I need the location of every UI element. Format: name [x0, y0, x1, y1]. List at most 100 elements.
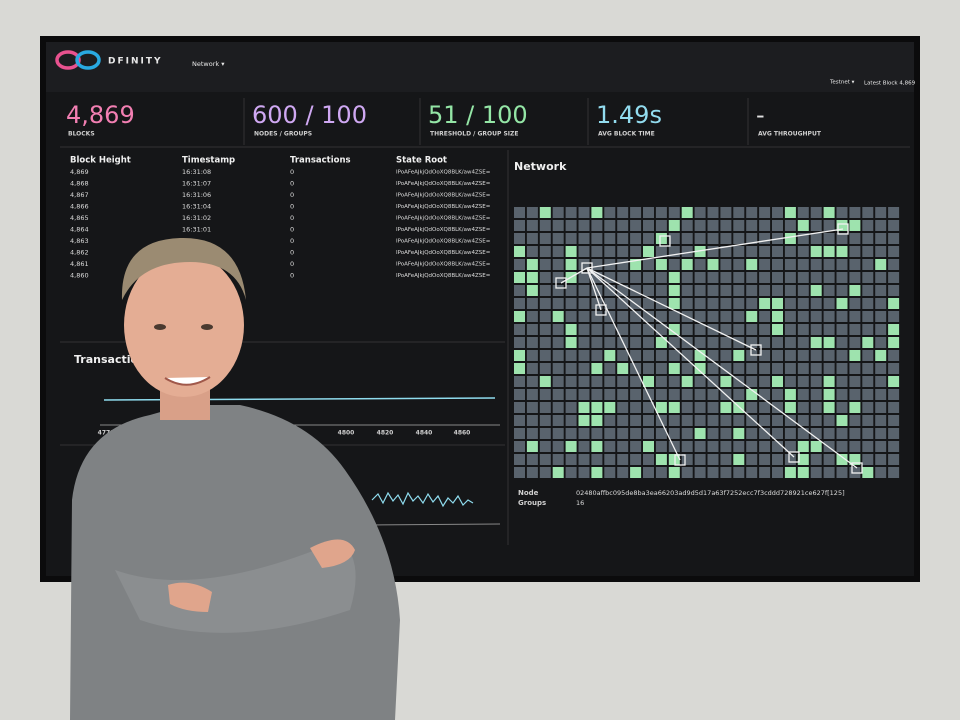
node-cell [797, 363, 809, 374]
node-cell [681, 298, 693, 309]
groups-label: Groups [518, 499, 546, 507]
node-cell [694, 415, 706, 426]
shirt [70, 405, 400, 720]
stat-value: 600 / 100 [252, 101, 367, 129]
node-cell [514, 207, 525, 218]
tick-label: 4770 [98, 430, 115, 437]
node-cell [759, 324, 771, 335]
node-cell [759, 402, 771, 413]
table-cell: 16:31:08 [182, 168, 211, 176]
node-cell [630, 207, 642, 218]
node-cell [759, 376, 771, 387]
link [586, 267, 795, 458]
node-cell [733, 337, 745, 348]
node-cell [643, 233, 654, 244]
node-cell [565, 467, 577, 478]
node-cell [694, 428, 706, 439]
node-cell [514, 233, 525, 244]
node-cell [746, 454, 758, 465]
node-cell [797, 402, 809, 413]
node-cell [784, 259, 796, 270]
node-cell [720, 311, 732, 322]
node-cell [823, 350, 835, 361]
node-cell [797, 324, 809, 335]
node-cell [681, 272, 693, 283]
node-cell [707, 337, 719, 348]
tick-label: 4860 [454, 430, 471, 437]
node-cell [681, 467, 693, 478]
node-cell [875, 220, 887, 231]
menu[interactable]: Network ▾ [192, 60, 225, 68]
node-cell [772, 402, 783, 413]
table-cell: 4,866 [70, 203, 89, 211]
node [581, 262, 593, 274]
node-cell [720, 285, 732, 296]
logo-right [75, 50, 101, 70]
node-cell [797, 376, 809, 387]
node-cell [797, 298, 809, 309]
node-cell [578, 415, 590, 426]
node-cell [617, 467, 629, 478]
node-cell [862, 350, 874, 361]
node-cell [849, 337, 861, 348]
node-cell [888, 376, 900, 387]
node-cell [733, 207, 745, 218]
node-cell [823, 337, 835, 348]
network-select[interactable]: Testnet ▾ [829, 80, 855, 86]
node-cell [759, 363, 771, 374]
node-cell [655, 324, 667, 335]
node-cell [604, 298, 616, 309]
node-cell [526, 298, 538, 309]
node-cell [604, 389, 616, 400]
node-cell [733, 402, 745, 413]
node-cell [862, 454, 874, 465]
node-cell [643, 402, 654, 413]
node-cell [526, 454, 538, 465]
link [586, 228, 844, 269]
node-cell [617, 376, 629, 387]
node-cell [746, 428, 758, 439]
node-cell [617, 454, 629, 465]
node-cell [617, 233, 629, 244]
node-cell [643, 311, 654, 322]
node-cell [823, 233, 835, 244]
node-cell [849, 246, 861, 257]
node-cell [604, 272, 616, 283]
node-cell [655, 441, 667, 452]
node-cell [591, 207, 603, 218]
node-cell [888, 207, 900, 218]
node-cell [823, 259, 835, 270]
node-cell [630, 272, 642, 283]
node-cell [514, 246, 525, 257]
node-cell [862, 298, 874, 309]
node-cell [746, 259, 758, 270]
node-cell [862, 246, 874, 257]
node-cell [772, 454, 783, 465]
node-cell [797, 389, 809, 400]
node-cell [772, 363, 783, 374]
node-cell [707, 246, 719, 257]
node-cell [526, 207, 538, 218]
node-cell [630, 233, 642, 244]
node-cell [617, 272, 629, 283]
node-cell [810, 376, 822, 387]
node-cell [888, 246, 900, 257]
table-cell: IPoAFeAJkjQdOoXQ8BLK/aw4ZSE= [396, 227, 491, 233]
node-cell [707, 376, 719, 387]
node-cell [643, 376, 654, 387]
node-cell [578, 363, 590, 374]
node-cell [720, 246, 732, 257]
links [555, 223, 863, 474]
node-cell [604, 376, 616, 387]
node-cell [630, 337, 642, 348]
node-cell [707, 428, 719, 439]
node-cell [823, 298, 835, 309]
node-cell [797, 311, 809, 322]
stat-value: 4,869 [66, 101, 135, 129]
node-cell [591, 311, 603, 322]
node-cell [810, 207, 822, 218]
node-cell [759, 272, 771, 283]
table-cell: 16:31:06 [182, 191, 211, 199]
node-cell [797, 220, 809, 231]
node-cell [733, 389, 745, 400]
